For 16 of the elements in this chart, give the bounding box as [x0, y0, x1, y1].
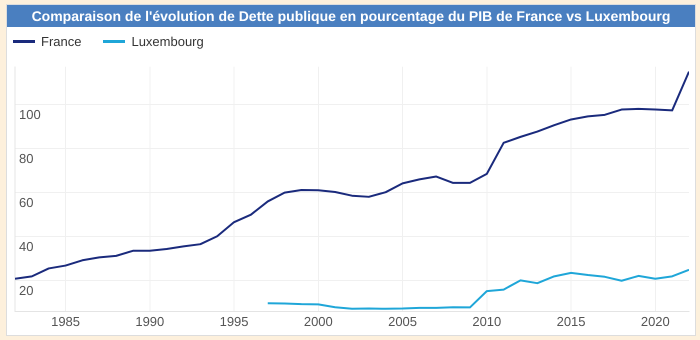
x-tick-label: 1985	[51, 314, 80, 329]
legend-label: Luxembourg	[131, 34, 204, 48]
x-tick-label: 2020	[640, 314, 670, 329]
chart-title: Comparaison de l'évolution de Dette publique en pourcentage du PIB de France vs Luxembourg	[7, 5, 695, 27]
x-tick-label: 2005	[388, 314, 418, 329]
legend-label: France	[41, 34, 82, 48]
x-tick-label: 2015	[556, 314, 586, 329]
y-tick-label: 80	[19, 150, 34, 166]
x-tick-label: 2010	[472, 314, 502, 329]
x-tick-label: 2000	[304, 314, 333, 329]
y-tick-label: 20	[19, 283, 34, 298]
x-tick-label: 1990	[135, 314, 164, 329]
y-tick-label: 40	[19, 239, 34, 254]
x-tick-label: 1995	[220, 314, 249, 329]
y-tick-label: 100	[19, 106, 41, 122]
y-tick-label: 60	[19, 194, 34, 210]
